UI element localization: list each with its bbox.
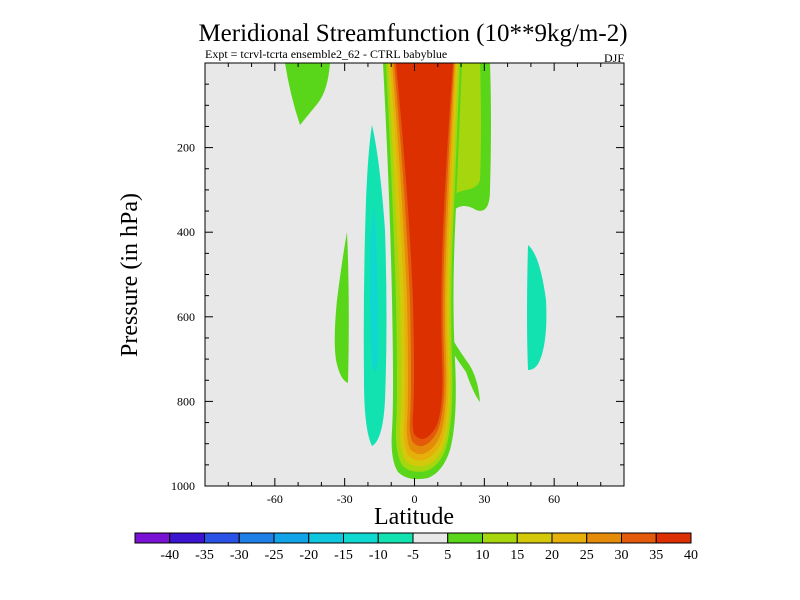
colorbar-swatch: [204, 532, 240, 544]
central-cell-band-35: [396, 63, 453, 439]
colorbar-swatch: [134, 532, 171, 544]
x-tick-label: 60: [548, 492, 560, 506]
x-tick-label: 0: [412, 492, 418, 506]
colorbar-swatch: [551, 532, 588, 544]
plot-area: [205, 63, 624, 486]
colorbar-label: 30: [615, 548, 629, 563]
colorbar-label: 40: [684, 548, 698, 563]
x-axis: -60 -30 0 30 60: [227, 63, 602, 506]
colorbar-label: -20: [299, 548, 318, 563]
colorbar-label: -25: [265, 548, 284, 563]
chart-subtitle: Expt = tcrvl-tcrta ensemble2_62 - CTRL b…: [205, 47, 447, 61]
north-negative-cell: [527, 245, 547, 370]
south-negative-core: [369, 205, 379, 372]
colorbar-swatch: [655, 532, 692, 544]
colorbar-label: -40: [160, 548, 179, 563]
colorbar-label: -15: [334, 548, 353, 563]
colorbar-swatch: [482, 532, 518, 544]
x-tick-label: -30: [337, 492, 353, 506]
colorbar-swatch: [447, 532, 483, 544]
colorbar-label: 15: [510, 548, 524, 563]
colorbar-label: 20: [545, 548, 559, 563]
y-tick-label: 800: [177, 394, 195, 408]
far-south-positive-cell: [334, 232, 349, 383]
y-tick-label: 200: [177, 141, 195, 155]
colorbar-label: -10: [369, 548, 388, 563]
colorbar-label: 5: [444, 548, 451, 563]
colorbar-swatch: [273, 532, 310, 544]
y-tick-label: 1000: [171, 479, 195, 493]
chart-title: Meridional Streamfunction (10**9kg/m-2): [198, 20, 627, 47]
colorbar-swatch: [343, 532, 379, 544]
y-axis: 200 400 600 800 1000: [171, 83, 624, 493]
colorbar-swatch: [516, 532, 553, 544]
colorbar-swatch: [377, 532, 414, 544]
y-tick-label: 400: [177, 225, 195, 239]
x-axis-label: Latitude: [374, 504, 454, 530]
south-positive-cell: [285, 63, 330, 125]
x-tick-label: -60: [267, 492, 283, 506]
colorbar: -40 -35 -30 -25 -20 -15 -10 -5 5 10 15 20 25 30 35 40: [134, 532, 698, 563]
y-tick-label: 600: [177, 310, 195, 324]
y-axis-label: Pressure (in hPa): [117, 193, 143, 357]
x-tick-label: 30: [478, 492, 490, 506]
colorbar-swatch: [238, 532, 275, 544]
colorbar-swatch: [621, 532, 657, 544]
colorbar-label: -30: [230, 548, 249, 563]
colorbar-swatch: [169, 532, 205, 544]
colorbar-label: -35: [195, 548, 214, 563]
colorbar-label: 10: [476, 548, 490, 563]
colorbar-swatch: [586, 532, 622, 544]
colorbar-swatch: [412, 532, 449, 544]
colorbar-swatch: [308, 532, 344, 544]
colorbar-label: 25: [580, 548, 594, 563]
season-label: DJF: [604, 51, 624, 65]
colorbar-label: 35: [649, 548, 663, 563]
colorbar-label: -5: [407, 548, 419, 563]
